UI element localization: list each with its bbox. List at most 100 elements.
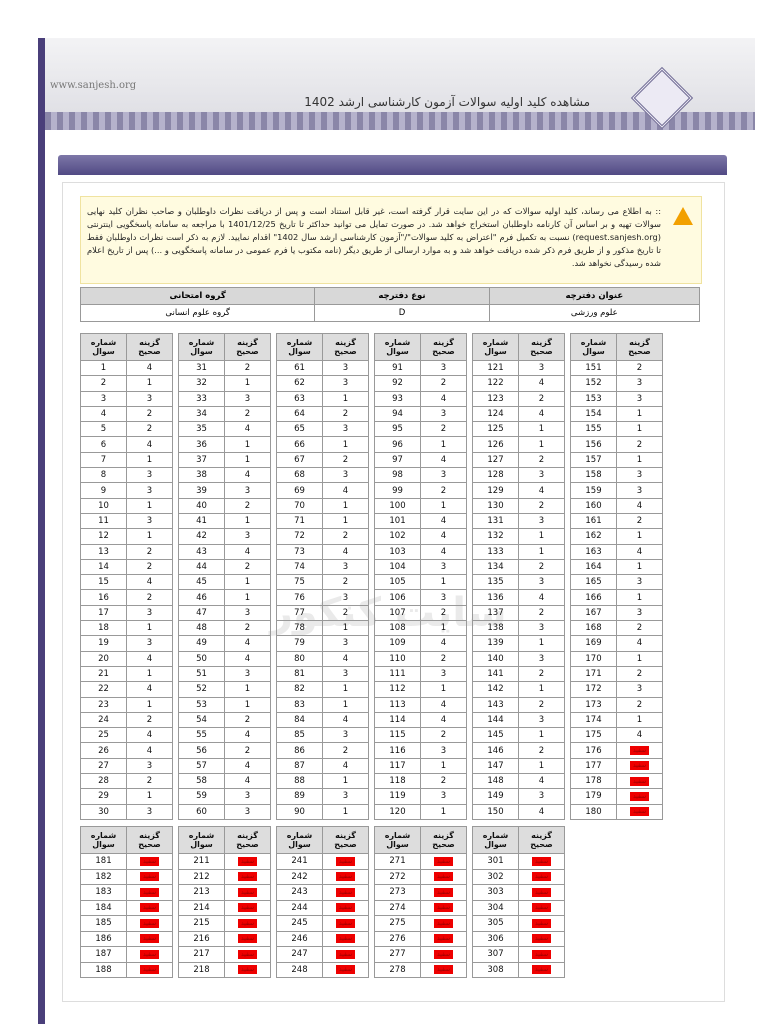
answer: 3 <box>225 483 271 499</box>
answer: 1 <box>323 513 369 530</box>
answer: 4 <box>225 422 271 438</box>
answer: 1 <box>127 529 173 545</box>
question-number: 111 <box>375 666 421 683</box>
question-number: 121 <box>473 361 519 377</box>
removed-answer: سفید <box>433 872 454 882</box>
answer: 3 <box>421 743 467 759</box>
answer: 3 <box>519 513 565 530</box>
question-number: 130 <box>473 498 519 514</box>
question-number: 124 <box>473 406 519 423</box>
question-number: 21 <box>81 666 127 683</box>
answer: 1 <box>519 636 565 652</box>
removed-answer: سفید <box>237 887 258 897</box>
question-number: 218 <box>179 962 225 978</box>
question-number: 24 <box>81 712 127 729</box>
answer: 3 <box>421 590 467 606</box>
answer: 3 <box>519 361 565 377</box>
answer-cell: سفید <box>519 885 565 901</box>
removed-answer: سفید <box>139 903 160 913</box>
info-cell: علوم ورزشی <box>488 304 701 322</box>
question-number: 33 <box>179 391 225 407</box>
answer: 4 <box>225 774 271 790</box>
answer-cell: سفید <box>127 900 173 916</box>
question-number: 30 <box>81 804 127 820</box>
answer: 2 <box>421 651 467 667</box>
answer: 1 <box>421 804 467 820</box>
answer: 4 <box>617 728 663 744</box>
answer: 3 <box>323 361 369 377</box>
answer: 3 <box>617 575 663 591</box>
question-number: 170 <box>571 651 617 667</box>
removed-answer: سفید <box>237 949 258 959</box>
answer: 3 <box>127 483 173 499</box>
answer: 2 <box>127 544 173 560</box>
removed-answer: سفید <box>531 903 552 913</box>
answer: 3 <box>127 804 173 820</box>
answer: 4 <box>421 636 467 652</box>
answer-cell: سفید <box>617 789 663 805</box>
answer: 1 <box>127 621 173 637</box>
question-number: 148 <box>473 774 519 790</box>
question-number: 128 <box>473 468 519 484</box>
question-number: 165 <box>571 575 617 591</box>
question-number: 181 <box>81 854 127 870</box>
answer: 2 <box>519 559 565 576</box>
removed-answer: سفید <box>335 903 356 913</box>
answer: 4 <box>421 391 467 407</box>
question-number: 50 <box>179 651 225 667</box>
answer: 4 <box>617 544 663 560</box>
answer: 3 <box>519 468 565 484</box>
answer: 1 <box>323 498 369 514</box>
answer: 3 <box>519 575 565 591</box>
answer: 3 <box>127 605 173 622</box>
answer: 3 <box>617 682 663 698</box>
answer-cell: سفید <box>323 931 369 947</box>
question-number: 118 <box>375 774 421 790</box>
answer-cell: سفید <box>519 962 565 978</box>
removed-answer: سفید <box>237 856 258 866</box>
removed-answer: سفید <box>433 918 454 928</box>
question-number: 67 <box>277 452 323 469</box>
question-number: 19 <box>81 636 127 652</box>
header-number: شماره سوال <box>473 334 519 361</box>
question-number: 176 <box>571 743 617 759</box>
answer: 2 <box>519 391 565 407</box>
question-number: 306 <box>473 931 519 947</box>
answer: 3 <box>225 529 271 545</box>
question-number: 308 <box>473 962 519 978</box>
answer: 3 <box>421 468 467 484</box>
answer: 1 <box>225 575 271 591</box>
question-number: 149 <box>473 789 519 805</box>
question-number: 133 <box>473 544 519 560</box>
question-number: 11 <box>81 513 127 530</box>
answer: 3 <box>323 468 369 484</box>
site-url[interactable]: www.sanjesh.org <box>50 80 137 91</box>
answer-cell: سفید <box>519 947 565 963</box>
question-number: 183 <box>81 885 127 901</box>
answer-column: شماره سوال گزینه صحیح 241 سفید 242 سفید 243 سفی… <box>276 826 369 978</box>
answer: 1 <box>617 529 663 545</box>
question-number: 125 <box>473 422 519 438</box>
answer: 1 <box>519 682 565 698</box>
question-number: 114 <box>375 712 421 729</box>
answer: 1 <box>323 391 369 407</box>
answer: 2 <box>617 621 663 637</box>
header-answer: گزینه صحیح <box>421 334 467 361</box>
answer: 3 <box>225 804 271 820</box>
answer: 1 <box>323 682 369 698</box>
question-number: 276 <box>375 931 421 947</box>
info-cell: گروه علوم انسانی <box>79 304 316 322</box>
answer-block: شماره سوال گزینه صحیح 1 4 2 1 3 3 4 2 5 2 6 4 7 1 8 3 9 3 10… <box>80 333 663 820</box>
question-number: 77 <box>277 605 323 622</box>
answer: 1 <box>519 529 565 545</box>
answer: 2 <box>421 774 467 790</box>
header-answer: گزینه صحیح <box>519 827 565 854</box>
answer: 4 <box>519 406 565 423</box>
notice: :: به اطلاع می رساند، کلید اولیه سوالات … <box>80 196 702 284</box>
answer: 2 <box>127 559 173 576</box>
question-number: 71 <box>277 513 323 530</box>
question-number: 179 <box>571 789 617 805</box>
question-number: 157 <box>571 452 617 469</box>
question-number: 305 <box>473 916 519 932</box>
answer-cell: سفید <box>421 869 467 885</box>
